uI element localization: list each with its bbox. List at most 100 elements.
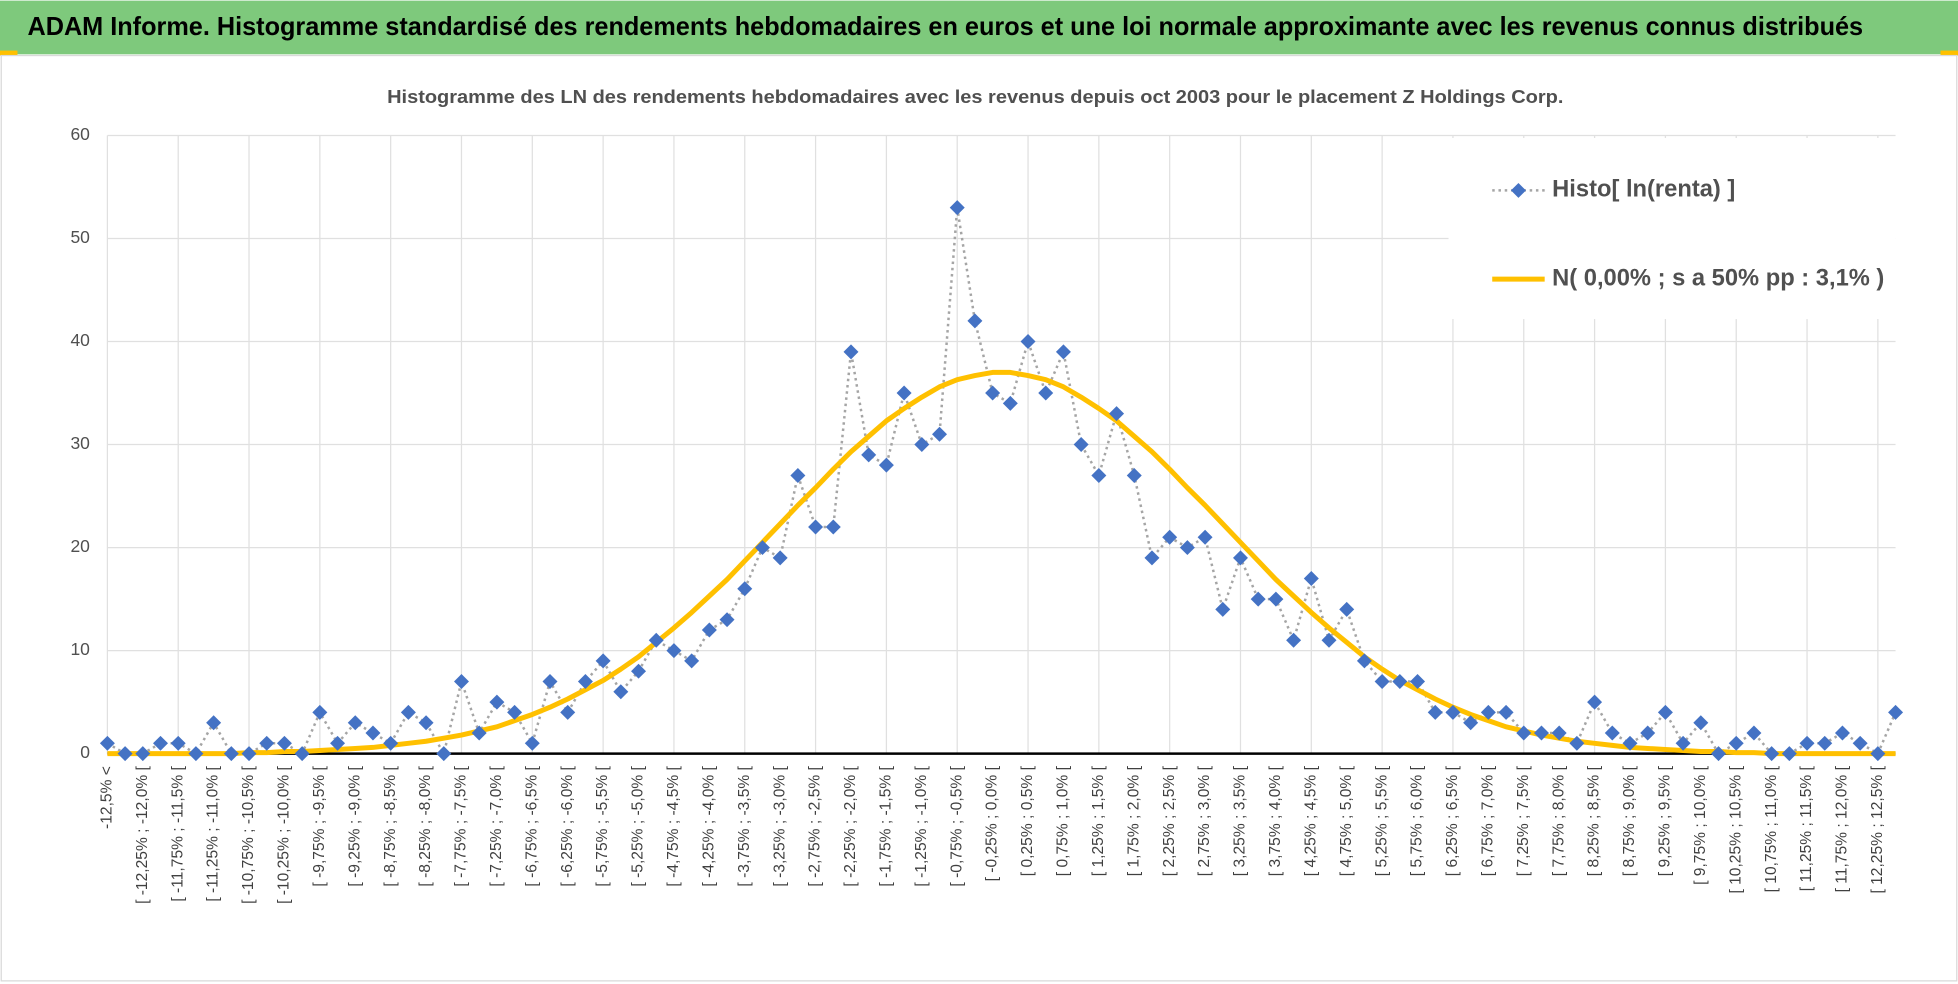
marker	[1356, 653, 1372, 669]
marker	[737, 581, 753, 597]
x-tick-label: [ 6,25% ; 6,5% [	[1444, 765, 1461, 876]
marker	[1020, 334, 1036, 350]
marker	[560, 704, 576, 720]
marker	[1675, 735, 1691, 751]
x-tick-label: [ 6,75% ; 7,0% [	[1479, 765, 1496, 876]
marker	[684, 653, 700, 669]
marker	[1533, 725, 1549, 741]
marker	[1498, 704, 1514, 720]
marker	[631, 663, 647, 679]
marker	[613, 684, 629, 700]
x-tick-label: [ -0,75% ; -0,5% [	[948, 765, 965, 886]
marker	[542, 674, 558, 689]
marker	[1002, 395, 1018, 411]
x-tick-label: [ -9,75% ; -9,5% [	[311, 765, 328, 886]
x-tick-label: [ 11,75% ; 12,0% [	[1834, 765, 1851, 892]
marker	[418, 715, 434, 731]
x-tick-label: [ 0,25% ; 0,5% [	[1019, 765, 1036, 876]
marker	[1286, 632, 1302, 648]
page-title: ADAM Informe. Histogramme standardisé de…	[27, 11, 1863, 41]
marker	[206, 715, 222, 731]
marker	[648, 632, 664, 648]
x-tick-label: [ -3,25% ; -3,0% [	[771, 765, 788, 886]
normal-curve	[107, 369, 1896, 757]
x-tick-label: [ -4,75% ; -4,5% [	[665, 765, 682, 886]
marker	[1162, 529, 1178, 545]
marker	[1657, 704, 1673, 720]
x-tick-label: [ 10,25% ; 10,5% [	[1727, 765, 1744, 893]
marker	[259, 735, 275, 751]
x-tick-label: [ -11,25% ; -11,0% [	[205, 765, 222, 901]
marker	[914, 437, 930, 453]
marker	[312, 704, 328, 720]
marker	[1445, 704, 1461, 720]
x-tick-label: [ 2,75% ; 3,0% [	[1196, 765, 1213, 876]
x-tick-label: [ 7,75% ; 8,0% [	[1550, 765, 1567, 876]
y-tick-label: 60	[70, 124, 90, 144]
marker	[790, 467, 806, 483]
marker	[1728, 735, 1744, 751]
x-tick-label: [ 1,75% ; 2,0% [	[1125, 765, 1142, 876]
y-tick-label: 10	[70, 639, 90, 659]
marker	[1799, 735, 1815, 751]
y-tick-label: 0	[80, 742, 90, 762]
marker	[383, 735, 399, 751]
marker	[400, 704, 416, 720]
x-tick-label: [ 1,25% ; 1,5% [	[1090, 765, 1107, 876]
x-tick-label: [ -7,75% ; -7,5% [	[453, 765, 470, 886]
marker	[1693, 715, 1709, 731]
marker	[1126, 467, 1142, 483]
marker	[967, 313, 983, 329]
marker	[453, 674, 469, 689]
x-tick-label: -12,5% <	[99, 766, 116, 829]
x-tick-label: [ -7,25% ; -7,0% [	[488, 765, 505, 886]
y-tick-label: 40	[70, 330, 90, 350]
marker	[843, 344, 859, 360]
x-tick-label: [ -5,75% ; -5,5% [	[594, 765, 611, 886]
x-tick-label: [ -8,25% ; -8,0% [	[417, 765, 434, 886]
x-tick-label: [ 4,25% ; 4,5% [	[1302, 765, 1319, 876]
x-tick-label: [ -6,25% ; -6,0% [	[559, 765, 576, 886]
marker	[1817, 735, 1833, 751]
x-tick-label: [ -10,75% ; -10,5% [	[240, 765, 257, 903]
marker	[1764, 746, 1780, 762]
marker	[436, 746, 452, 762]
marker	[1569, 735, 1585, 751]
x-tick-label: [ 12,25% ; 12,5% [	[1869, 765, 1886, 893]
marker	[135, 746, 151, 762]
marker	[1711, 746, 1727, 762]
header-bar	[0, 0, 1958, 55]
legend: Histo[ ln(renta) ] N( 0,00% ; s a 50% pp …	[1448, 137, 1896, 320]
marker	[1410, 674, 1426, 689]
x-tick-label: [ 8,75% ; 9,0% [	[1621, 765, 1638, 876]
marker	[1038, 385, 1054, 401]
x-tick-label: [ -3,75% ; -3,5% [	[736, 765, 753, 886]
marker	[1339, 601, 1355, 617]
marker	[985, 385, 1001, 401]
marker	[1480, 704, 1496, 720]
x-tick-label: [ -2,75% ; -2,5% [	[807, 765, 824, 886]
marker	[1268, 591, 1284, 607]
x-tick-label: [ 9,25% ; 9,5% [	[1657, 765, 1674, 876]
legend-box	[1448, 137, 1896, 320]
chart-border	[0, 54, 1958, 982]
x-tick-label: [ -11,75% ; -11,5% [	[169, 765, 186, 901]
marker	[949, 200, 965, 216]
marker	[1232, 550, 1248, 566]
x-tick-label: [ -6,75% ; -6,5% [	[523, 765, 540, 886]
marker	[330, 735, 346, 751]
marker	[1427, 704, 1443, 720]
marker	[1516, 725, 1532, 741]
marker	[1215, 601, 1231, 617]
marker	[1888, 704, 1904, 720]
x-tick-label: [ -5,25% ; -5,0% [	[630, 765, 647, 886]
marker	[1622, 735, 1638, 751]
x-tick-label: [ 3,25% ; 3,5% [	[1232, 765, 1249, 876]
x-tick-label: [ -0,25% ; 0,0% [	[984, 765, 1001, 881]
y-tick-label: 20	[70, 536, 90, 556]
corner	[1940, 50, 1958, 56]
marker	[1746, 725, 1762, 741]
x-tick-label: [ 8,25% ; 8,5% [	[1586, 765, 1603, 876]
marker	[861, 447, 877, 463]
